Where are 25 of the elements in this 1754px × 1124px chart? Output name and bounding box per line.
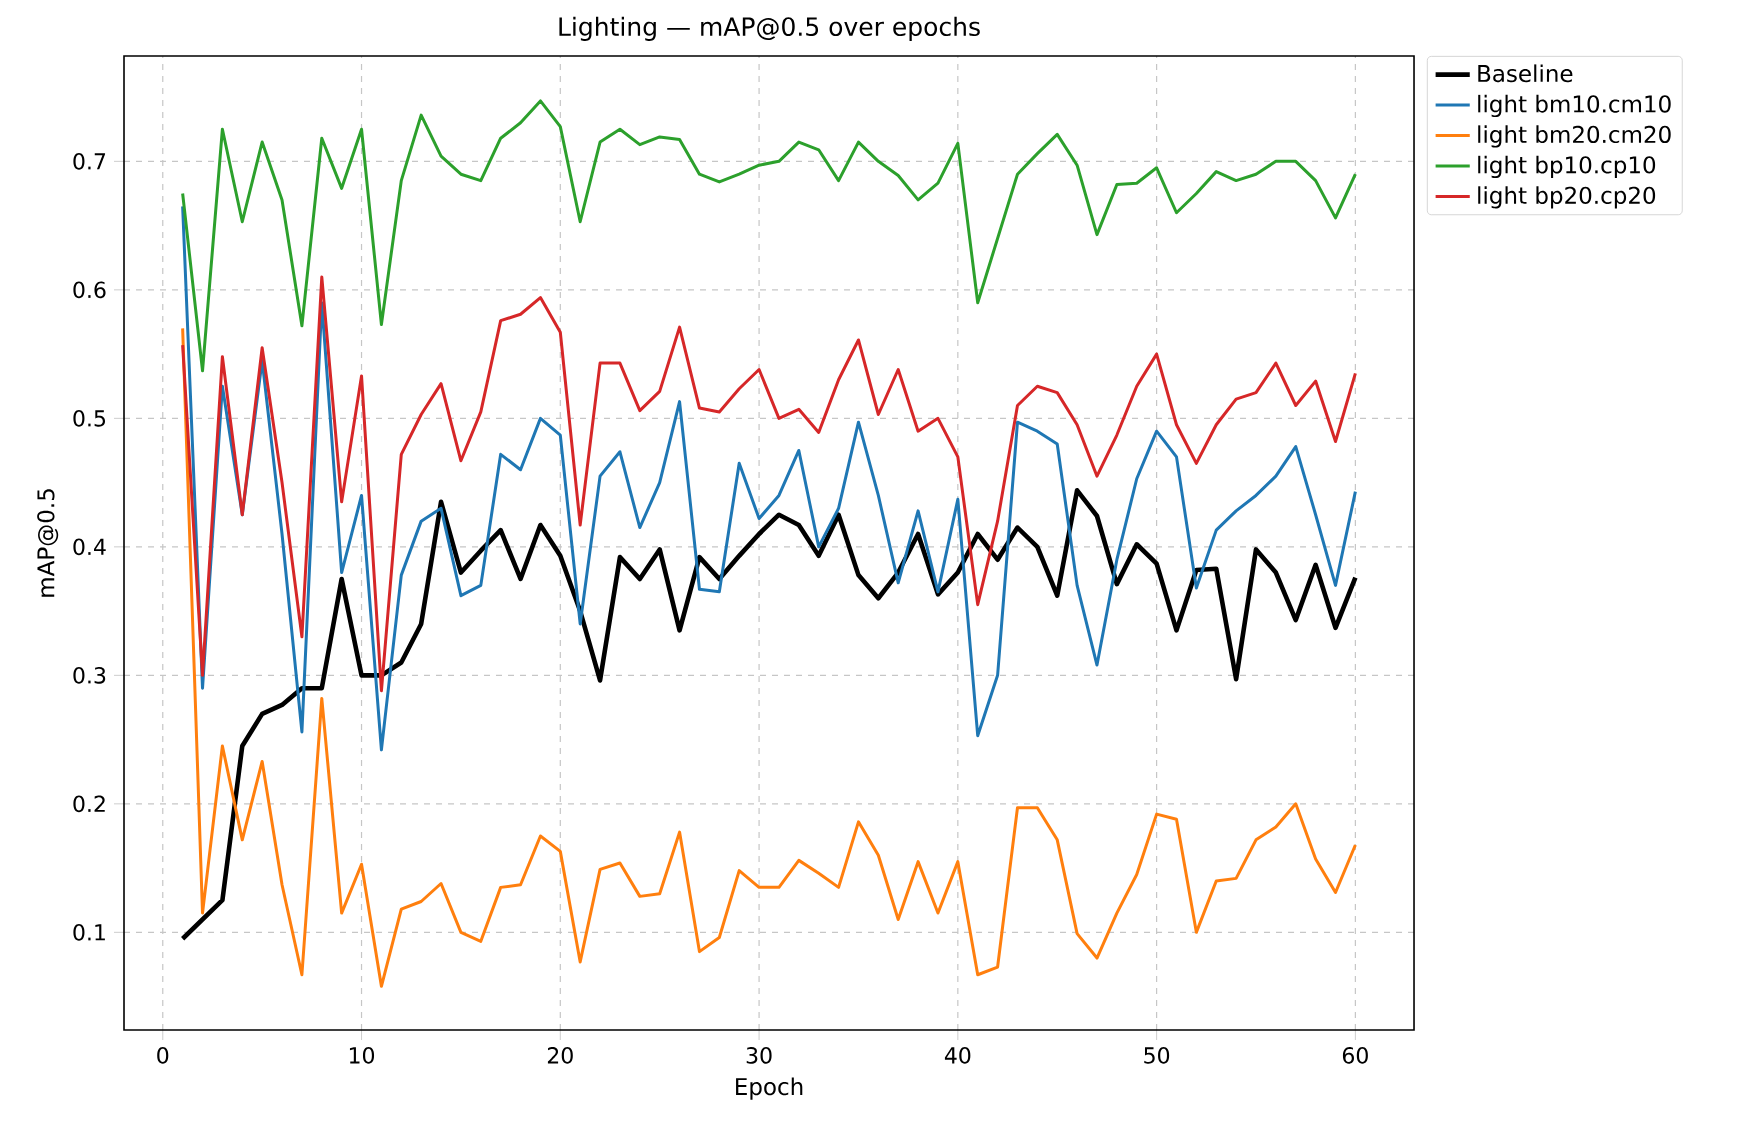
x-tick-label: 20 — [547, 1047, 573, 1064]
line-series — [181, 275, 1357, 693]
x-tick-label: 30 — [746, 1047, 772, 1064]
y-tick-label: 0.4 — [73, 538, 106, 556]
line-series — [181, 326, 1357, 988]
x-axis-title: Epoch — [736, 1077, 803, 1100]
y-tick-label: 0.1 — [73, 924, 105, 941]
y-axis-title: mAP@0.5 — [37, 489, 59, 597]
y-tick-label: 0.3 — [73, 667, 106, 684]
y-tick-label: 0.7 — [73, 153, 106, 170]
y-tick-label: 0.5 — [73, 410, 106, 427]
x-tick-label: 50 — [1144, 1047, 1170, 1064]
legend-label: light bp10.cp10 — [1478, 155, 1656, 179]
x-tick-label: 0 — [157, 1047, 169, 1064]
legend-label: light bm10.cm10 — [1478, 94, 1671, 118]
x-tick-label: 10 — [349, 1047, 375, 1064]
x-tick-label: 40 — [944, 1047, 971, 1064]
chart-title: Lighting — mAP@0.5 over epochs — [559, 16, 980, 41]
legend-label: Baseline — [1478, 64, 1573, 83]
x-tick-label: 60 — [1342, 1047, 1368, 1064]
legend-label: light bp20.cp20 — [1478, 186, 1656, 209]
y-tick-label: 0.2 — [73, 795, 105, 813]
line-series — [181, 204, 1357, 752]
y-tick-label: 0.6 — [73, 281, 106, 299]
legend-label: light bm20.cm20 — [1478, 125, 1671, 148]
